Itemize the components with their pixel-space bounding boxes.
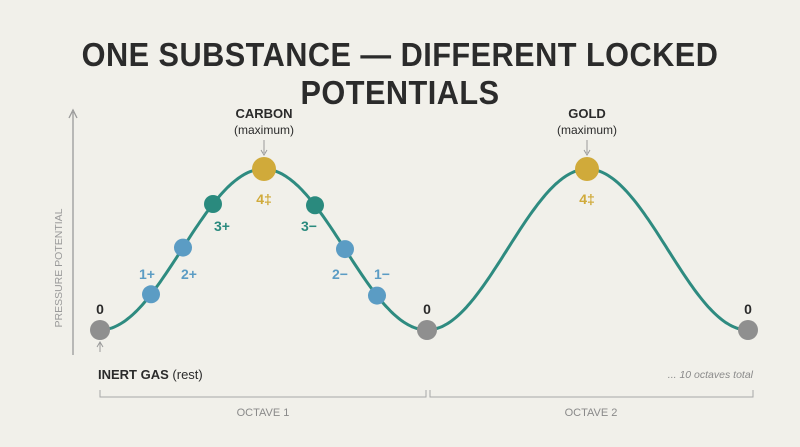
carbon-label: CARBON xyxy=(235,106,292,121)
point-marker-0 xyxy=(90,320,110,340)
octave-1-bracket: OCTAVE 1 xyxy=(99,390,427,419)
carbon-pointer-arrow-icon xyxy=(260,149,268,156)
point-label-1: 1+ xyxy=(139,266,155,282)
gold-annotation: GOLD (maximum) xyxy=(557,106,617,156)
point-marker-3 xyxy=(204,195,222,213)
rest-pointer-arrow-icon xyxy=(96,341,104,348)
point-marker-6 xyxy=(336,240,354,259)
octave-2-label: OCTAVE 2 xyxy=(565,407,618,419)
carbon-annotation: CARBON (maximum) xyxy=(234,106,294,156)
point-label-4: 4‡ xyxy=(256,191,272,207)
octave-1-label: OCTAVE 1 xyxy=(237,407,290,419)
point-marker-10 xyxy=(738,320,758,340)
point-label-6: 2− xyxy=(332,266,348,282)
gold-label: GOLD xyxy=(568,106,606,121)
point-label-0: 0 xyxy=(96,301,104,317)
y-axis-arrow-icon xyxy=(68,108,78,119)
point-marker-2 xyxy=(174,238,192,257)
octave-1-bracket-line xyxy=(99,390,427,398)
point-label-9: 4‡ xyxy=(579,191,595,207)
carbon-sublabel: (maximum) xyxy=(234,123,294,137)
rest-label-bold: INERT GAS xyxy=(98,367,169,382)
point-marker-4 xyxy=(252,157,276,181)
point-label-3: 3+ xyxy=(214,218,230,234)
y-axis-label: PRESSURE POTENTIAL xyxy=(53,208,65,327)
octave-2-bracket: OCTAVE 2 xyxy=(429,390,754,419)
page-title: ONE SUBSTANCE — DIFFERENT LOCKED POTENTI… xyxy=(81,36,719,111)
footnote: ... 10 octaves total xyxy=(668,369,754,381)
rest-label: INERT GAS (rest) xyxy=(98,367,203,382)
point-label-2: 2+ xyxy=(181,266,197,282)
octave-2-bracket-line xyxy=(429,390,754,398)
gold-sublabel: (maximum) xyxy=(557,123,617,137)
gold-pointer-arrow-icon xyxy=(583,149,591,156)
potential-points: 0 1+ 2+ 3+ 4‡ 3− 2− 1− 0 4‡ 0 xyxy=(90,157,758,340)
rest-label-normal: (rest) xyxy=(169,367,203,382)
point-marker-1 xyxy=(142,285,160,304)
point-label-5: 3− xyxy=(301,218,317,234)
point-label-10: 0 xyxy=(744,301,752,317)
point-marker-9 xyxy=(575,157,599,181)
point-label-7: 1− xyxy=(374,266,390,282)
point-marker-8 xyxy=(417,320,437,340)
point-label-8: 0 xyxy=(423,301,431,317)
point-marker-5 xyxy=(306,196,324,215)
point-marker-7 xyxy=(368,286,386,305)
